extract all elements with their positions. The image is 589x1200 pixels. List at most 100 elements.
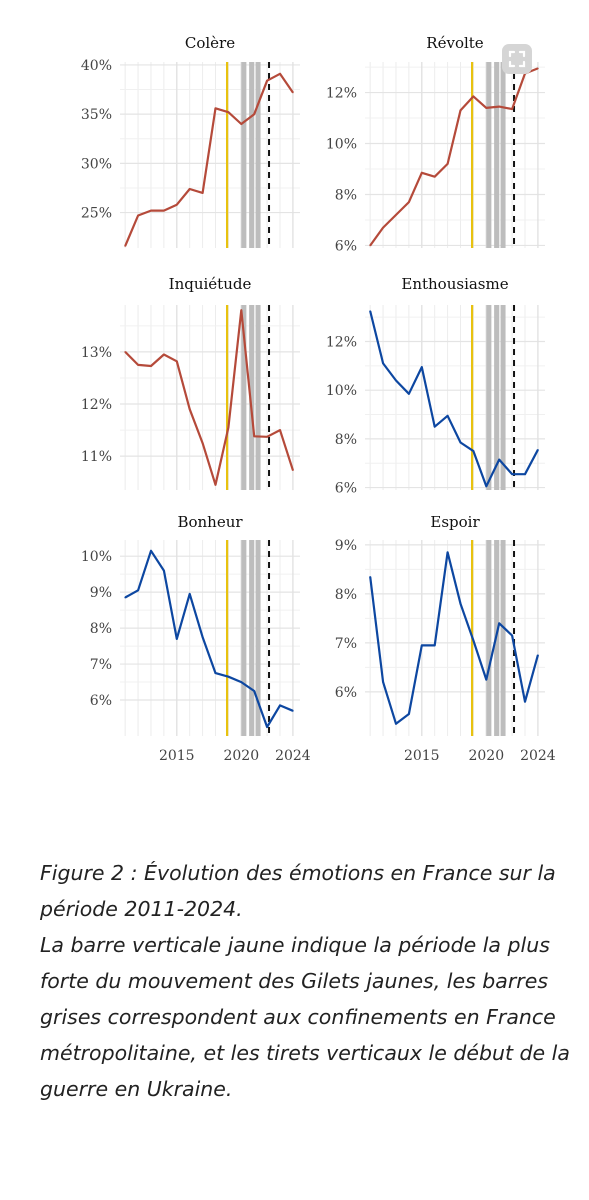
data-point	[511, 108, 513, 110]
x-tick-label: 2024	[275, 748, 311, 764]
panel-2: 6% 8% 10% 12% Révolte	[326, 34, 545, 254]
y-tick-label: 7%	[90, 657, 112, 673]
y-tick-label: 6%	[335, 481, 357, 497]
panel-4: 6% 8% 10% 12% Enthousiasme	[326, 275, 545, 497]
x-tick-label: 2015	[404, 748, 440, 764]
data-point	[201, 192, 204, 194]
data-point	[150, 549, 152, 552]
data-point	[395, 722, 397, 725]
data-point	[498, 458, 500, 461]
y-tick-label: 40%	[81, 58, 112, 74]
data-point	[124, 245, 126, 247]
data-point	[537, 654, 539, 656]
y-tick-label: 6%	[335, 238, 357, 254]
data-point	[382, 681, 384, 683]
data-point	[227, 426, 230, 429]
data-point	[175, 638, 178, 640]
data-point	[214, 107, 217, 110]
panel-title: Inquiétude	[169, 275, 252, 293]
data-point	[408, 393, 410, 395]
data-point	[420, 172, 423, 174]
data-point	[279, 429, 281, 431]
data-point	[459, 602, 462, 605]
data-point	[433, 425, 436, 428]
data-point	[266, 79, 268, 82]
data-point	[292, 469, 294, 471]
panel-title: Bonheur	[177, 513, 243, 531]
data-point	[498, 622, 500, 625]
y-tick-label: 25%	[81, 206, 112, 222]
data-point	[485, 485, 488, 488]
x-tick-label: 2024	[520, 748, 556, 764]
data-point	[524, 473, 526, 475]
data-point	[240, 123, 243, 125]
data-point	[524, 700, 526, 703]
data-point	[253, 690, 255, 692]
series-line	[124, 309, 294, 486]
data-point	[537, 449, 539, 451]
y-tick-label: 8%	[335, 432, 357, 448]
data-point	[188, 408, 191, 411]
data-point	[150, 209, 152, 212]
data-point	[201, 636, 204, 638]
data-point	[253, 113, 255, 115]
panel-title: Révolte	[426, 34, 484, 52]
data-point	[266, 726, 268, 728]
panel-title: Colère	[185, 34, 235, 52]
y-tick-label: 9%	[335, 538, 357, 554]
panel-6: 6% 7% 8% 9% Espoir 2015 2020 2024	[335, 513, 556, 764]
data-point	[253, 435, 255, 438]
x-tick-label: 2015	[159, 748, 195, 764]
data-point	[266, 436, 268, 438]
data-point	[175, 360, 178, 363]
panel-title: Espoir	[430, 513, 480, 531]
series-line	[124, 72, 294, 247]
data-point	[395, 379, 397, 382]
y-tick-label: 13%	[81, 345, 112, 361]
data-point	[163, 569, 165, 572]
y-tick-label: 8%	[335, 587, 357, 603]
y-tick-label: 35%	[81, 107, 112, 123]
expand-icon	[508, 50, 526, 68]
series-line	[369, 310, 539, 488]
data-point	[214, 483, 217, 486]
data-point	[292, 91, 294, 94]
data-point	[188, 593, 191, 595]
data-point	[227, 675, 230, 678]
data-point	[163, 209, 165, 212]
expand-button[interactable]	[502, 44, 532, 74]
data-point	[511, 634, 513, 637]
series-line	[369, 67, 539, 247]
panel-1: 25% 30% 35% 40% Colère	[81, 34, 300, 248]
data-point	[214, 672, 217, 674]
data-point	[472, 450, 475, 452]
data-point	[433, 644, 436, 647]
data-point	[124, 351, 126, 353]
data-point	[163, 353, 165, 356]
data-point	[382, 362, 384, 365]
data-point	[369, 310, 371, 312]
data-point	[188, 188, 191, 190]
data-point	[395, 214, 397, 216]
data-point	[201, 442, 204, 444]
y-tick-label: 12%	[326, 335, 357, 351]
data-point	[485, 678, 488, 681]
data-point	[279, 73, 281, 75]
data-point	[369, 244, 371, 247]
y-tick-label: 11%	[81, 449, 112, 465]
figure-caption: Figure 2 : Évolution des émotions en Fra…	[40, 855, 570, 1107]
data-point	[498, 105, 500, 108]
data-point	[511, 473, 513, 475]
data-point	[137, 589, 139, 592]
x-tick-label: 2020	[223, 748, 259, 764]
data-point	[472, 639, 475, 642]
data-point	[472, 95, 475, 98]
data-point	[369, 575, 371, 578]
data-point	[175, 203, 178, 206]
data-point	[446, 551, 449, 554]
data-point	[420, 644, 423, 647]
y-tick-label: 10%	[81, 549, 112, 565]
data-point	[408, 201, 410, 203]
y-tick-label: 8%	[90, 621, 112, 637]
y-tick-label: 8%	[335, 187, 357, 203]
